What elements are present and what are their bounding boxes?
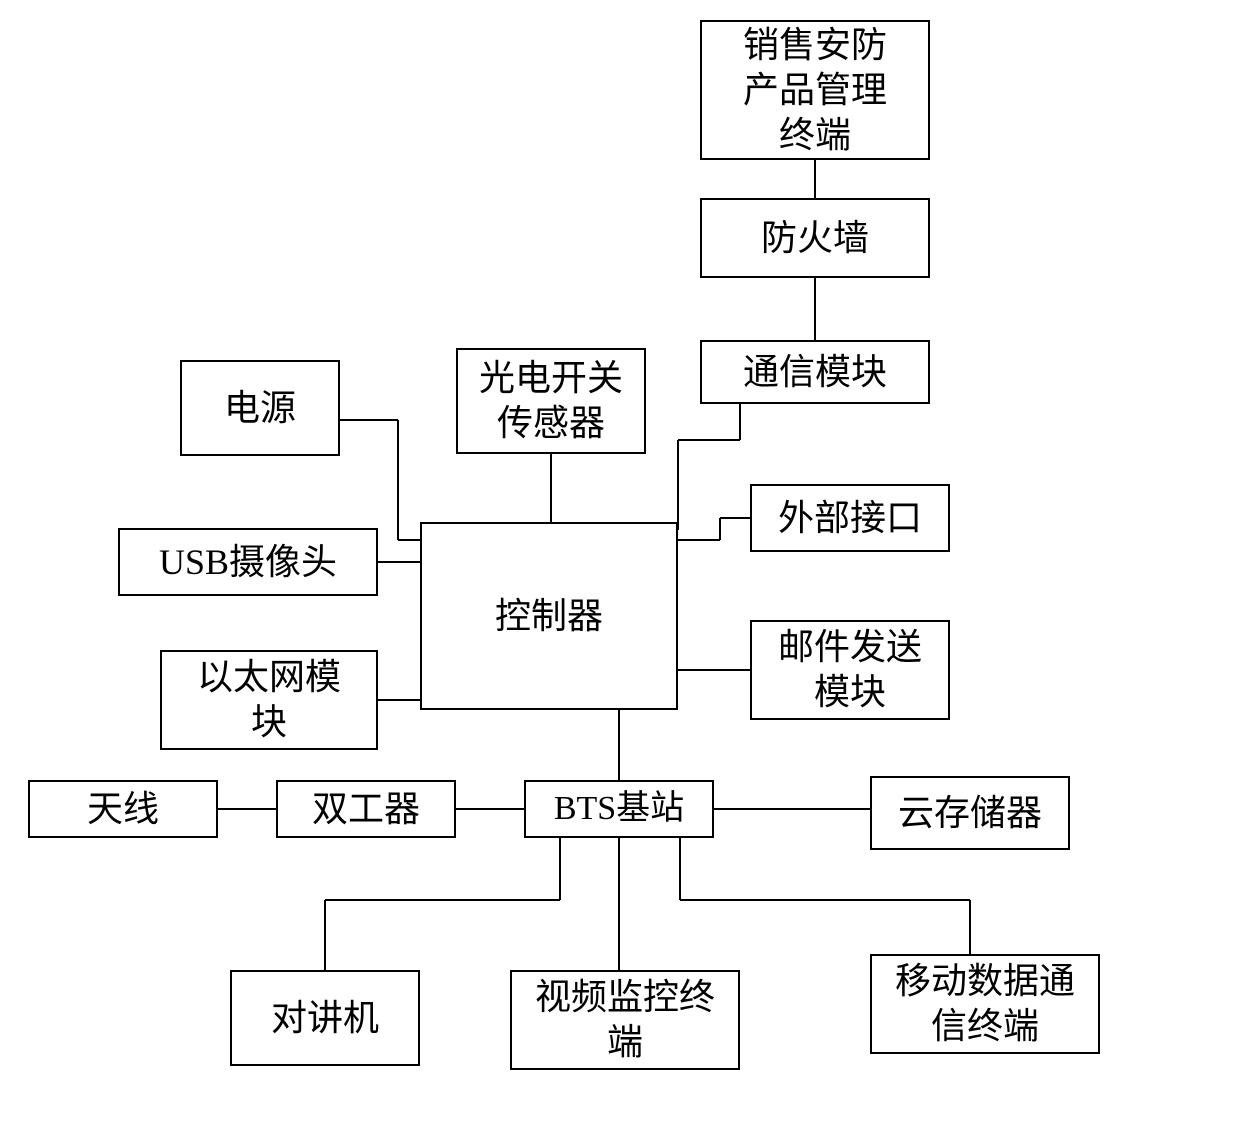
- node-label: BTS基站: [554, 788, 684, 831]
- node-intercom: 对讲机: [230, 970, 420, 1066]
- node-label: 邮件发送 模块: [778, 625, 922, 715]
- node-label: 电源: [224, 386, 296, 431]
- node-label: 双工器: [312, 787, 420, 832]
- node-label: 以太网模 块: [197, 655, 341, 745]
- node-label: USB摄像头: [159, 540, 337, 585]
- node-label: 防火墙: [761, 216, 869, 261]
- node-label: 控制器: [495, 594, 603, 639]
- node-label: 云存储器: [898, 791, 1042, 836]
- node-photoswitch: 光电开关 传感器: [456, 348, 646, 454]
- node-comm_module: 通信模块: [700, 340, 930, 404]
- node-bts: BTS基站: [524, 780, 714, 838]
- node-ethernet: 以太网模 块: [160, 650, 378, 750]
- node-label: 通信模块: [743, 350, 887, 395]
- node-firewall: 防火墙: [700, 198, 930, 278]
- node-label: 天线: [87, 787, 159, 832]
- node-label: 销售安防 产品管理 终端: [743, 23, 887, 158]
- node-sales_terminal: 销售安防 产品管理 终端: [700, 20, 930, 160]
- node-antenna: 天线: [28, 780, 218, 838]
- node-label: 光电开关 传感器: [479, 356, 623, 446]
- node-label: 外部接口: [778, 496, 922, 541]
- node-duplexer: 双工器: [276, 780, 456, 838]
- node-controller: 控制器: [420, 522, 678, 710]
- node-video_terminal: 视频监控终 端: [510, 970, 740, 1070]
- node-label: 移动数据通 信终端: [895, 959, 1075, 1049]
- diagram-canvas: 销售安防 产品管理 终端防火墙通信模块电源 光电开关 传感器外部接口 USB摄像头控…: [0, 0, 1240, 1136]
- node-power: 电源: [180, 360, 340, 456]
- node-mobile_terminal: 移动数据通 信终端: [870, 954, 1100, 1054]
- node-mail_module: 邮件发送 模块: [750, 620, 950, 720]
- node-cloud_storage: 云存储器: [870, 776, 1070, 850]
- node-usb_camera: USB摄像头: [118, 528, 378, 596]
- node-label: 视频监控终 端: [535, 975, 715, 1065]
- node-label: 对讲机: [271, 996, 379, 1041]
- node-ext_interface: 外部接口: [750, 484, 950, 552]
